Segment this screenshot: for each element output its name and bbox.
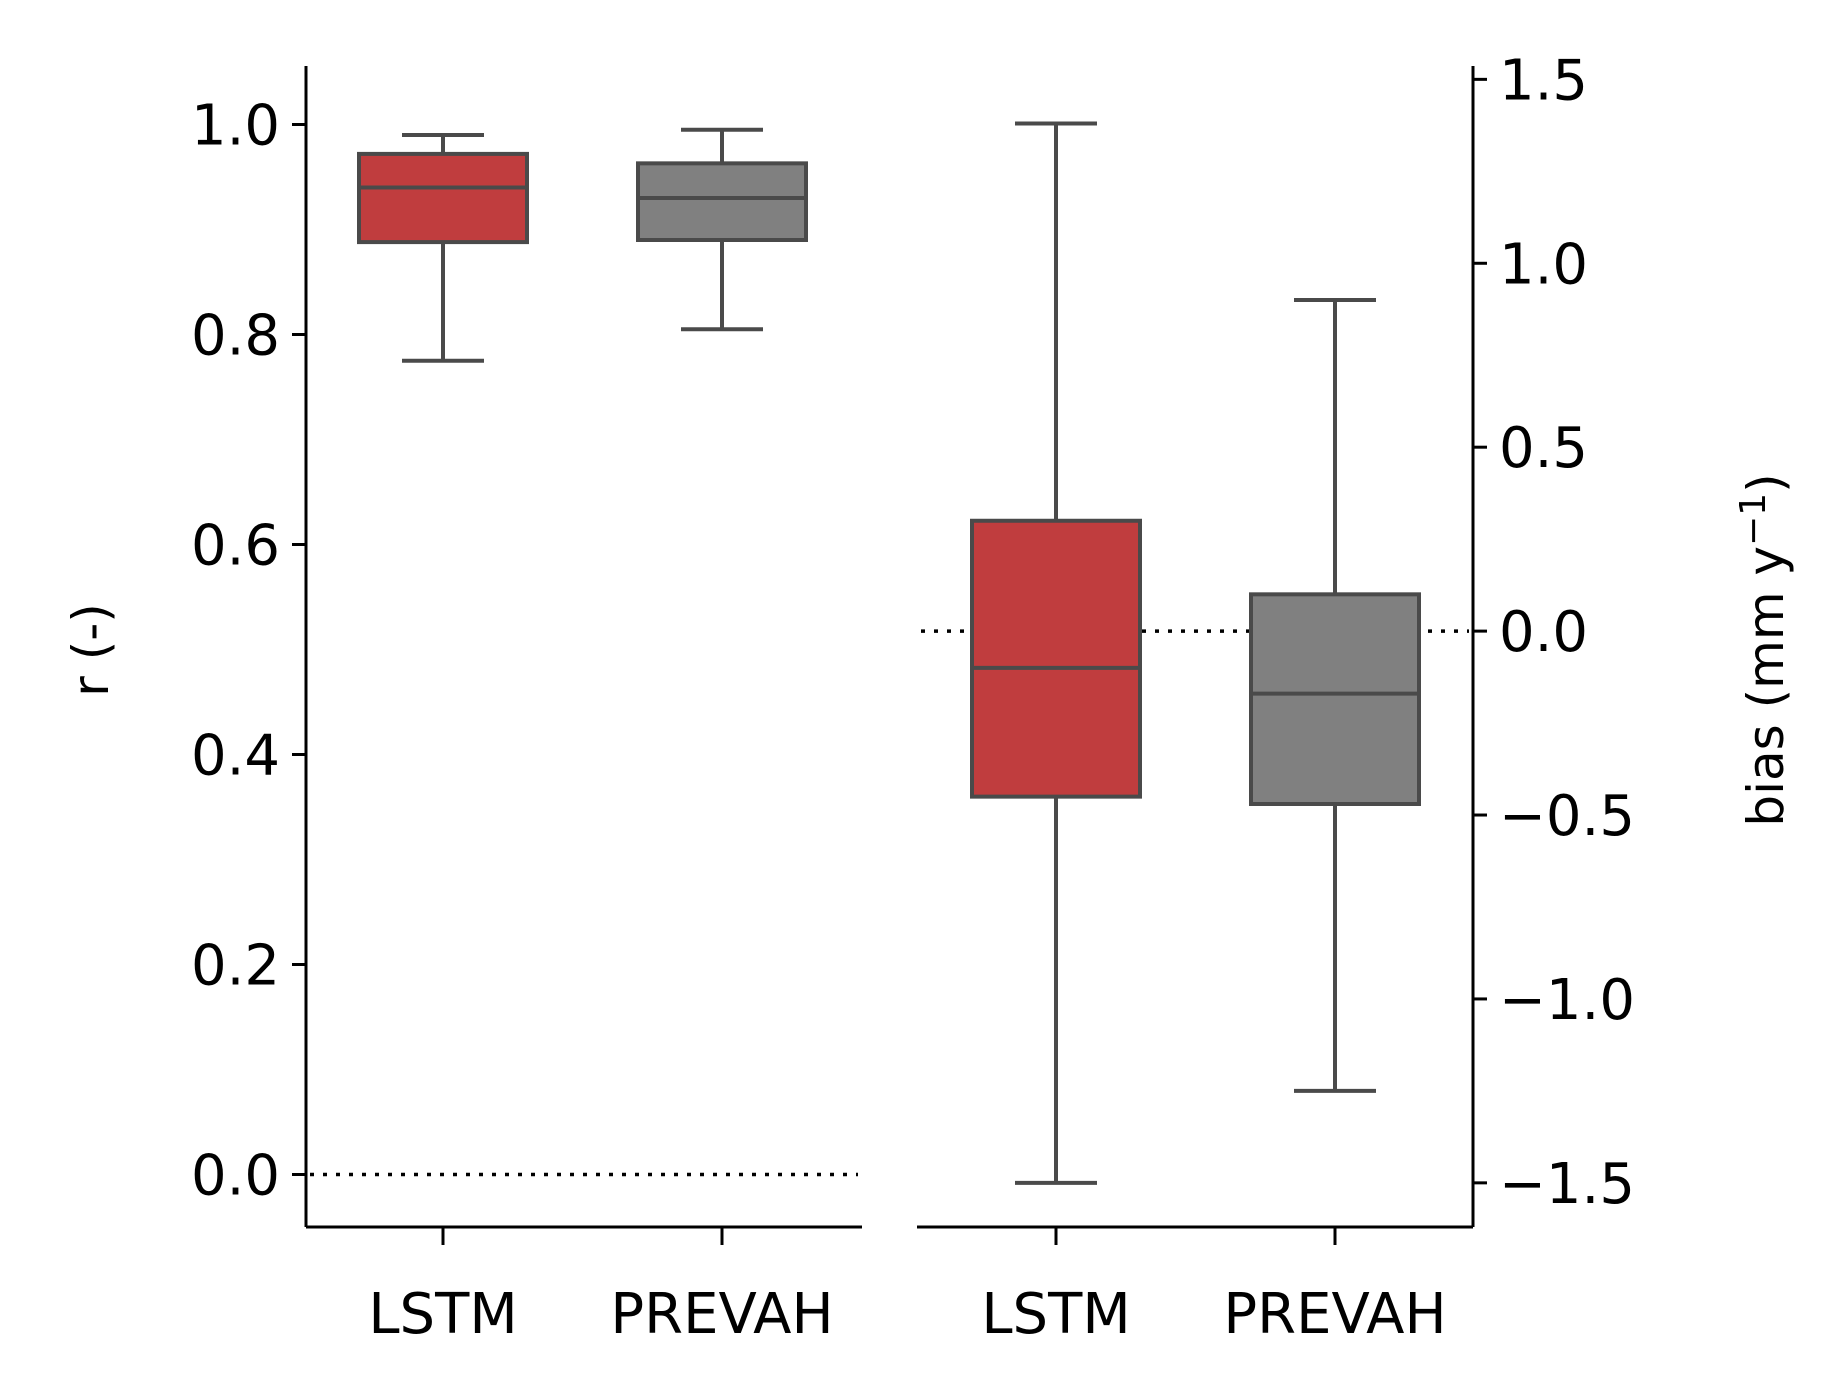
y-tick-label: 0.0	[1499, 600, 1588, 665]
iqr-box-prevah	[636, 161, 808, 243]
y-tick-label: −1.0	[1499, 968, 1635, 1033]
iqr-box-prevah	[1249, 592, 1421, 806]
y-tick-label: 0.0	[191, 1144, 280, 1209]
y-tick-label: −1.5	[1499, 1152, 1635, 1217]
iqr-box-lstm	[970, 518, 1142, 799]
box-prevah	[636, 127, 808, 332]
x-tick-label-lstm: LSTM	[981, 1282, 1130, 1347]
y-tick-label: 1.5	[1499, 48, 1588, 113]
panel-correlation: 0.0 0.2 0.4 0.6 0.8 1.0 LSTM PREVAH r (-)	[62, 66, 862, 1347]
x-tick-label-prevah: PREVAH	[1223, 1282, 1446, 1347]
box-lstm	[357, 133, 529, 363]
x-tick-label-prevah: PREVAH	[610, 1282, 833, 1347]
x-tick-label-lstm: LSTM	[368, 1282, 517, 1347]
y-tick-label: 0.5	[1499, 416, 1588, 481]
y-tick-label: 0.2	[191, 934, 280, 999]
iqr-box-lstm	[357, 151, 529, 245]
y-tick-label: 0.8	[191, 304, 280, 369]
box-prevah	[1249, 298, 1421, 1093]
y-tick-label: 1.0	[1499, 232, 1588, 297]
y-tick-label: 0.4	[191, 724, 280, 789]
y-axis-title: bias (mm y−1)	[1733, 473, 1795, 826]
y-tick-label: 1.0	[191, 94, 280, 159]
y-tick-label: −0.5	[1499, 784, 1635, 849]
y-axis-title: r (-)	[62, 603, 120, 697]
box-lstm	[970, 121, 1142, 1185]
panel-bias: −1.5 −1.0 −0.5 0.0 0.5 1.0 1.5 LSTM PREVAH bias (…	[917, 48, 1795, 1347]
y-tick-label: 0.6	[191, 514, 280, 579]
